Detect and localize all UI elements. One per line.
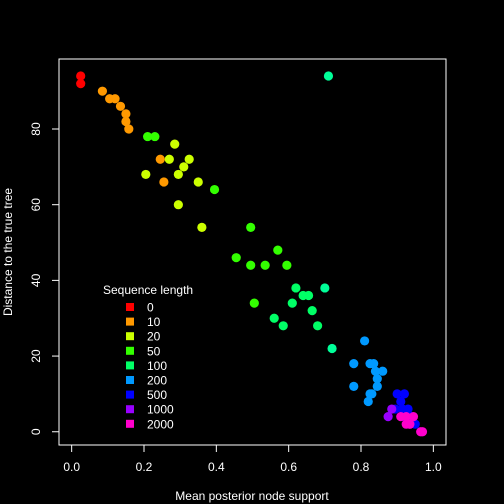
y-tick-label: 60 — [29, 198, 43, 212]
x-tick-label: 0.2 — [136, 460, 153, 474]
data-point — [399, 389, 410, 399]
data-point — [370, 366, 381, 376]
data-point — [313, 321, 323, 331]
legend-swatch — [126, 405, 134, 414]
data-point — [372, 381, 382, 391]
legend-label: 0 — [147, 301, 154, 315]
data-point — [417, 427, 428, 437]
y-tick-label: 80 — [29, 122, 43, 136]
legend-swatch — [126, 303, 134, 311]
x-tick-label: 0.0 — [63, 460, 80, 474]
data-point — [141, 169, 151, 180]
data-point — [269, 313, 279, 323]
data-point — [282, 260, 292, 270]
data-point — [372, 374, 382, 384]
data-point — [115, 101, 126, 111]
data-point — [401, 412, 411, 422]
legend-swatch — [126, 390, 134, 399]
x-tick-label: 0.6 — [280, 460, 297, 474]
y-tick-label: 40 — [29, 273, 43, 287]
y-axis-title: Distance to the true tree — [1, 188, 15, 316]
data-point — [246, 222, 256, 233]
data-point — [170, 139, 180, 149]
data-point — [369, 359, 379, 369]
x-tick-label: 0.4 — [208, 460, 225, 474]
data-point — [179, 162, 189, 172]
data-point — [367, 389, 377, 399]
data-point — [320, 283, 330, 293]
data-point — [97, 86, 108, 96]
data-point — [124, 124, 134, 134]
data-point — [184, 154, 194, 164]
legend-label: 10 — [147, 315, 161, 329]
data-point — [349, 359, 359, 369]
data-point — [307, 306, 317, 316]
plot-frame — [58, 58, 447, 446]
y-axis: 0 20 40 60 80 — [29, 122, 59, 435]
legend-swatch — [126, 332, 134, 341]
data-point — [396, 396, 406, 407]
data-points — [76, 71, 428, 437]
legend-label: 20 — [147, 330, 161, 344]
data-point — [173, 200, 183, 210]
data-point — [387, 404, 397, 414]
legend-label: 1000 — [147, 403, 174, 417]
data-point — [349, 381, 359, 391]
data-point — [150, 131, 160, 142]
x-tick-label: 0.8 — [353, 460, 370, 474]
legend-label: 100 — [147, 359, 167, 373]
data-point — [405, 419, 415, 429]
data-point — [159, 177, 169, 187]
data-point — [287, 298, 297, 308]
y-tick-label: 0 — [29, 428, 43, 435]
legend-swatch — [126, 361, 134, 370]
data-point — [363, 396, 373, 407]
legend-label: 2000 — [147, 417, 174, 431]
x-axis: 0.0 0.2 0.4 0.6 0.8 1.0 — [63, 445, 442, 474]
data-point — [291, 283, 301, 293]
data-point — [193, 177, 203, 187]
data-point — [121, 116, 131, 127]
data-point — [173, 169, 183, 180]
data-point — [209, 184, 220, 195]
data-point — [408, 412, 419, 422]
data-point — [246, 260, 256, 270]
data-point — [76, 78, 86, 89]
legend-label: 50 — [147, 344, 161, 358]
data-point — [121, 109, 131, 119]
data-point — [231, 253, 241, 263]
data-point — [327, 343, 337, 354]
data-point — [260, 260, 270, 270]
data-point — [155, 154, 165, 164]
y-tick-label: 20 — [29, 349, 43, 363]
data-point — [110, 94, 120, 104]
data-point — [378, 366, 388, 376]
data-point — [403, 404, 413, 414]
legend-swatch — [126, 376, 134, 384]
data-point — [164, 154, 174, 164]
data-point — [360, 336, 370, 346]
data-point — [249, 298, 259, 308]
data-point — [278, 321, 288, 331]
legend-label: 200 — [147, 374, 167, 388]
data-point — [383, 412, 393, 422]
legend-swatch — [126, 317, 134, 326]
legend-title: Sequence length — [103, 283, 193, 297]
legend-swatch — [126, 419, 134, 428]
data-point — [392, 389, 402, 399]
data-point — [273, 245, 283, 255]
data-point — [76, 71, 86, 81]
x-axis-title: Mean posterior node support — [175, 489, 329, 503]
data-point — [197, 222, 207, 233]
data-point — [143, 131, 153, 142]
x-tick-label: 1.0 — [425, 460, 442, 474]
legend-label: 500 — [147, 388, 167, 402]
data-point — [323, 71, 334, 81]
data-point — [303, 290, 314, 301]
legend-swatch — [126, 346, 134, 355]
